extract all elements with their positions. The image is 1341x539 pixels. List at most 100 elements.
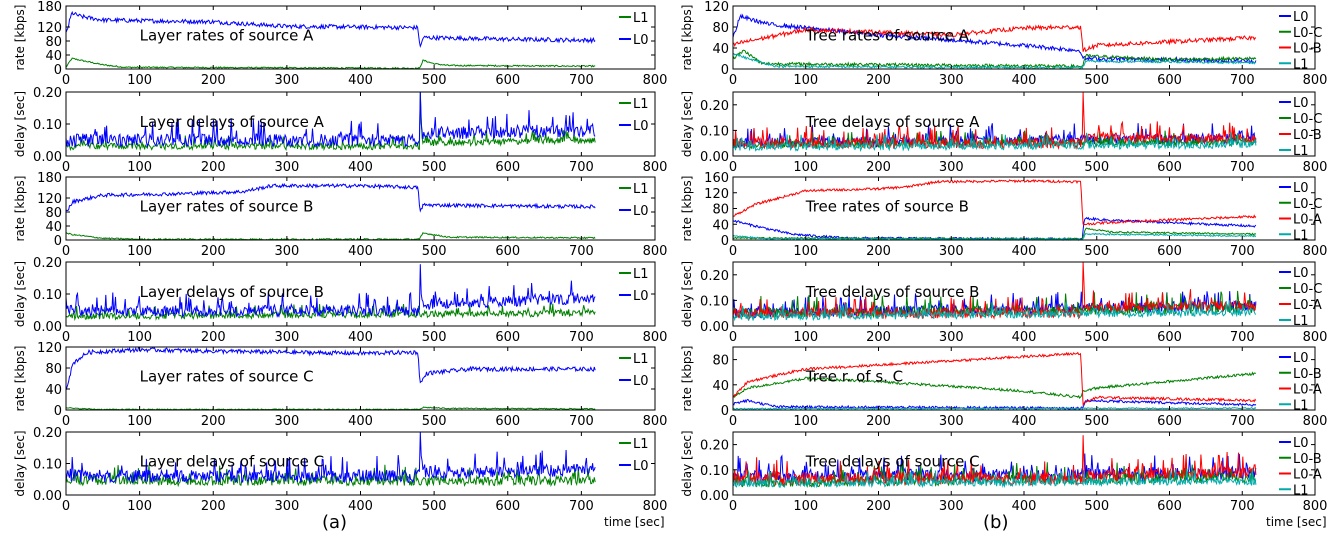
legend-label-l0-b: L0-B: [1293, 367, 1322, 382]
series-line-l0-b: [732, 92, 1257, 151]
x-axis-label-right: time [sec]: [1266, 515, 1327, 529]
legend-label-l0-c: L0-C: [1293, 112, 1322, 127]
x-tick-label: 100: [793, 499, 818, 514]
x-tick-label: 200: [866, 414, 891, 429]
y-tick-label: 0.20: [700, 269, 729, 284]
x-tick-label: 200: [201, 160, 226, 175]
x-tick-label: 500: [422, 499, 447, 514]
y-tick-label: 0: [54, 63, 62, 78]
x-tick-label: 800: [1303, 73, 1328, 88]
x-tick-label: 600: [495, 160, 520, 175]
panel-title: Tree rates of source B: [805, 198, 969, 216]
series-line-l0: [65, 91, 596, 149]
legend-label-l0-c: L0-C: [1293, 197, 1322, 212]
x-tick-label: 0: [62, 330, 70, 345]
series-line-l1: [732, 300, 1257, 322]
y-tick-label: 180: [37, 0, 62, 15]
x-tick-label: 100: [127, 414, 152, 429]
series-line-l0-b: [732, 23, 1257, 53]
legend-label-l1: L1: [633, 182, 649, 197]
x-tick-label: 400: [348, 330, 373, 345]
x-tick-label: 800: [1303, 499, 1328, 514]
y-tick-label: 0: [721, 234, 729, 249]
x-tick-label: 600: [1157, 330, 1182, 345]
x-tick-label: 400: [1012, 244, 1037, 259]
x-tick-label: 600: [1157, 160, 1182, 175]
y-tick-label: 120: [37, 21, 62, 36]
x-tick-label: 200: [866, 244, 891, 259]
x-tick-label: 400: [1012, 499, 1037, 514]
y-axis-label: delay [sec]: [13, 261, 27, 327]
y-axis-label: rate [kbps]: [13, 5, 27, 71]
y-tick-label: 40: [712, 379, 729, 394]
legend-label-l1: L1: [1293, 398, 1309, 413]
y-tick-label: 0: [54, 404, 62, 419]
y-tick-label: 0.10: [33, 118, 62, 133]
x-tick-label: 300: [939, 244, 964, 259]
series-line-l1: [732, 131, 1257, 152]
y-tick-label: 0: [721, 63, 729, 78]
y-tick-label: 0.00: [700, 320, 729, 335]
x-tick-label: 300: [274, 499, 299, 514]
x-tick-label: 500: [422, 330, 447, 345]
y-tick-label: 0.00: [700, 150, 729, 165]
x-tick-label: 0: [729, 499, 737, 514]
x-tick-label: 700: [569, 73, 594, 88]
legend-label-l0: L0: [633, 119, 649, 134]
y-axis-label: rate [kbps]: [13, 176, 27, 242]
y-tick-label: 120: [37, 192, 62, 207]
y-tick-label: 0.00: [33, 489, 62, 504]
panel-a5: 0 100 200 300 400 500 600 700 800 0 40 80 120 rate [k…: [13, 341, 667, 429]
y-tick-label: 40: [45, 383, 62, 398]
x-tick-label: 0: [62, 73, 70, 88]
x-tick-label: 0: [729, 160, 737, 175]
series-line-l0: [65, 431, 596, 484]
panel-title: Tree delays of source B: [805, 283, 980, 301]
x-tick-label: 600: [1157, 244, 1182, 259]
legend-label-l1: L1: [1293, 228, 1309, 243]
series-line-l0: [65, 182, 596, 213]
y-tick-label: 120: [704, 187, 729, 202]
y-tick-label: 40: [712, 42, 729, 57]
y-tick-label: 80: [45, 206, 62, 221]
legend-label-l0-a: L0-A: [1293, 468, 1322, 483]
legend-label-l0-b: L0-B: [1293, 452, 1322, 467]
y-tick-label: 0.10: [33, 458, 62, 473]
legend-label-l0: L0: [1293, 436, 1309, 451]
series-line-l1: [732, 53, 1257, 70]
y-axis-label: rate [kbps]: [680, 346, 694, 412]
x-tick-label: 800: [643, 160, 668, 175]
x-tick-label: 500: [1084, 414, 1109, 429]
y-tick-label: 0: [721, 404, 729, 419]
y-tick-label: 40: [45, 49, 62, 64]
y-tick-label: 0.10: [700, 124, 729, 139]
x-tick-label: 200: [201, 414, 226, 429]
x-tick-label: 100: [793, 330, 818, 345]
x-tick-label: 800: [643, 330, 668, 345]
x-tick-label: 100: [793, 414, 818, 429]
panel-title: Layer delays of source C: [140, 453, 324, 471]
y-tick-label: 0.10: [33, 288, 62, 303]
legend-label-l0-b: L0-B: [1293, 128, 1322, 143]
panel-b4: 0 100 200 300 400 500 600 700 800 0.00 0.10 0.20 del…: [680, 261, 1327, 345]
panel-a4: 0 100 200 300 400 500 600 700 800 0.00 0.10 0.20 del…: [13, 256, 667, 345]
x-axis-label-left: time [sec]: [604, 515, 665, 529]
y-tick-label: 0.20: [700, 439, 729, 454]
x-tick-label: 500: [422, 160, 447, 175]
panel-title: Tree delays of source C: [805, 453, 980, 471]
x-tick-label: 400: [1012, 330, 1037, 345]
series-line-l1: [65, 231, 596, 241]
series-line-l1: [732, 232, 1257, 241]
legend-label-l1: L1: [633, 267, 649, 282]
x-tick-label: 0: [729, 244, 737, 259]
x-tick-label: 400: [348, 499, 373, 514]
x-tick-label: 800: [1303, 414, 1328, 429]
x-tick-label: 100: [793, 160, 818, 175]
series-line-l1: [65, 302, 596, 322]
series-line-l0: [65, 10, 596, 49]
panel-title: Tree r. of s. C: [805, 368, 903, 386]
x-tick-label: 500: [1084, 330, 1109, 345]
x-tick-label: 200: [201, 244, 226, 259]
